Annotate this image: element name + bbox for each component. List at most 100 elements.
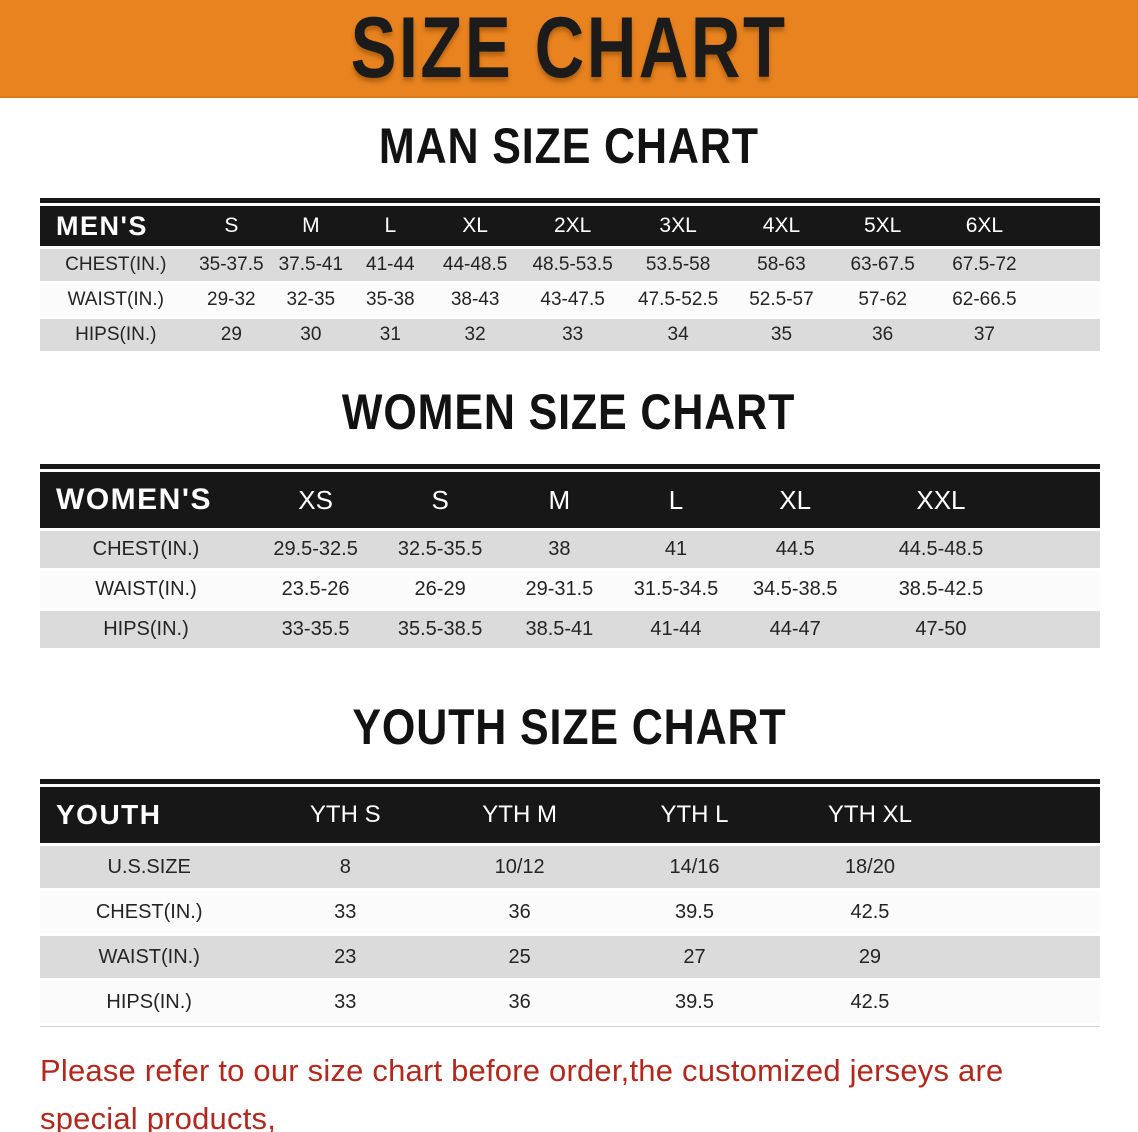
table-cell: 32-35 bbox=[271, 284, 351, 316]
table-cell: 67.5-72 bbox=[933, 249, 1036, 281]
men-size-table-mount: MEN'S S M L XL 2XL 3XL 4XL 5XL 6XL CHEST(IN.) 35-37… bbox=[40, 203, 1100, 354]
table-cell: 35-37.5 bbox=[191, 249, 272, 281]
table-cell: 36 bbox=[432, 891, 608, 933]
table-cell: 47-50 bbox=[856, 611, 1026, 648]
women-section-heading-text: WOMEN SIZE CHART bbox=[342, 384, 796, 440]
table-cell: 43-47.5 bbox=[520, 284, 626, 316]
table-cell: 38.5-42.5 bbox=[856, 571, 1026, 608]
table-cell: 38 bbox=[501, 531, 618, 568]
table-cell: 37 bbox=[933, 319, 1036, 351]
table-cell: 41-44 bbox=[617, 611, 735, 648]
column-header: 6XL bbox=[933, 206, 1036, 246]
table-cell: 29-31.5 bbox=[501, 571, 618, 608]
women-section-heading: WOMEN SIZE CHART bbox=[0, 386, 1138, 451]
row-label: HIPS(IN.) bbox=[40, 981, 259, 1023]
row-label: HIPS(IN.) bbox=[40, 611, 252, 648]
table-cell: 31.5-34.5 bbox=[617, 571, 735, 608]
table-cell: 18/20 bbox=[781, 846, 958, 888]
table-cell: 23.5-26 bbox=[252, 571, 380, 608]
table-cell: 29.5-32.5 bbox=[252, 531, 380, 568]
youth-section-heading-text: YOUTH SIZE CHART bbox=[351, 699, 787, 755]
column-header: S bbox=[191, 206, 272, 246]
column-header: 2XL bbox=[520, 206, 626, 246]
table-cell: 41 bbox=[617, 531, 735, 568]
table-cell: 34 bbox=[625, 319, 732, 351]
youth-size-table-container: YOUTH YTH S YTH M YTH L YTH XL U.S.SIZE 8 10/12… bbox=[40, 779, 1100, 1027]
table-cell: 57-62 bbox=[831, 284, 934, 316]
column-header: YTH L bbox=[607, 787, 782, 843]
row-label: CHEST(IN.) bbox=[40, 531, 252, 568]
column-header: S bbox=[379, 472, 502, 528]
table-row: U.S.SIZE 8 10/12 14/16 18/20 bbox=[40, 846, 1100, 888]
table-cell: 38.5-41 bbox=[501, 611, 618, 648]
banner-title: SIZE CHART bbox=[350, 0, 788, 96]
table-cell: 44-48.5 bbox=[430, 249, 521, 281]
table-header-row: YOUTH YTH S YTH M YTH L YTH XL bbox=[40, 787, 1100, 843]
table-cell: 62-66.5 bbox=[933, 284, 1036, 316]
table-cell: 58-63 bbox=[731, 249, 832, 281]
table-group-label: YOUTH bbox=[40, 787, 259, 843]
spacer-cell bbox=[957, 891, 1100, 933]
row-label: CHEST(IN.) bbox=[40, 249, 192, 281]
table-cell: 41-44 bbox=[350, 249, 431, 281]
row-label: U.S.SIZE bbox=[40, 846, 259, 888]
column-header: 4XL bbox=[731, 206, 832, 246]
men-size-table-container: MEN'S S M L XL 2XL 3XL 4XL 5XL 6XL CHEST(IN.) 35-37… bbox=[40, 198, 1100, 354]
table-top-border bbox=[40, 464, 1100, 469]
spacer-cell bbox=[1035, 319, 1100, 351]
table-cell: 63-67.5 bbox=[831, 249, 934, 281]
table-cell: 44-47 bbox=[734, 611, 857, 648]
table-cell: 30 bbox=[271, 319, 351, 351]
table-cell: 33 bbox=[258, 891, 433, 933]
table-cell: 36 bbox=[831, 319, 934, 351]
table-cell: 38-43 bbox=[430, 284, 521, 316]
table-cell: 42.5 bbox=[781, 891, 958, 933]
column-header: YTH M bbox=[432, 787, 608, 843]
table-group-label: WOMEN'S bbox=[40, 472, 252, 528]
youth-size-table-mount: YOUTH YTH S YTH M YTH L YTH XL U.S.SIZE 8 10/12… bbox=[40, 784, 1100, 1027]
table-top-border bbox=[40, 198, 1100, 203]
spacer-cell bbox=[957, 936, 1100, 978]
table-cell: 34.5-38.5 bbox=[734, 571, 857, 608]
table-row: WAIST(IN.) 29-32 32-35 35-38 38-43 43-47.5 47.… bbox=[40, 284, 1100, 316]
table-cell: 44.5-48.5 bbox=[856, 531, 1026, 568]
table-cell: 37.5-41 bbox=[271, 249, 351, 281]
column-header: 3XL bbox=[625, 206, 732, 246]
column-header: YTH XL bbox=[781, 787, 958, 843]
table-cell: 33 bbox=[258, 981, 433, 1023]
table-cell: 33 bbox=[520, 319, 626, 351]
table-cell: 32.5-35.5 bbox=[379, 531, 502, 568]
table-cell: 29-32 bbox=[191, 284, 272, 316]
size-table: WOMEN'S XS S M L XL XXL CHEST(IN.) 29.5-32.5 32.5… bbox=[40, 469, 1100, 651]
row-label: CHEST(IN.) bbox=[40, 891, 259, 933]
table-cell: 10/12 bbox=[432, 846, 608, 888]
table-cell: 25 bbox=[432, 936, 608, 978]
table-cell: 35 bbox=[731, 319, 832, 351]
column-header: M bbox=[501, 472, 618, 528]
spacer-cell bbox=[1025, 472, 1100, 528]
table-row: HIPS(IN.) 33-35.5 35.5-38.5 38.5-41 41-44 44-… bbox=[40, 611, 1100, 648]
table-cell: 47.5-52.5 bbox=[625, 284, 732, 316]
table-row: WAIST(IN.) 23 25 27 29 bbox=[40, 936, 1100, 978]
table-cell: 29 bbox=[781, 936, 958, 978]
spacer-cell bbox=[1035, 206, 1100, 246]
disclaimer-line: Please refer to our size chart before or… bbox=[40, 1053, 1004, 1132]
men-section-heading: MAN SIZE CHART bbox=[0, 120, 1138, 185]
row-label: WAIST(IN.) bbox=[40, 284, 192, 316]
table-row: HIPS(IN.) 33 36 39.5 42.5 bbox=[40, 981, 1100, 1023]
column-header: XS bbox=[252, 472, 380, 528]
column-header: XL bbox=[734, 472, 857, 528]
table-header-row: WOMEN'S XS S M L XL XXL bbox=[40, 472, 1100, 528]
table-top-border bbox=[40, 779, 1100, 784]
table-row: WAIST(IN.) 23.5-26 26-29 29-31.5 31.5-34.5 34… bbox=[40, 571, 1100, 608]
table-cell: 27 bbox=[607, 936, 782, 978]
row-label: WAIST(IN.) bbox=[40, 936, 259, 978]
table-cell: 32 bbox=[430, 319, 521, 351]
table-cell: 33-35.5 bbox=[252, 611, 380, 648]
table-row: CHEST(IN.) 33 36 39.5 42.5 bbox=[40, 891, 1100, 933]
table-cell: 39.5 bbox=[607, 981, 782, 1023]
table-row: CHEST(IN.) 29.5-32.5 32.5-35.5 38 41 44.5 44.5… bbox=[40, 531, 1100, 568]
table-cell: 44.5 bbox=[734, 531, 857, 568]
table-header-row: MEN'S S M L XL 2XL 3XL 4XL 5XL 6XL bbox=[40, 206, 1100, 246]
table-cell: 42.5 bbox=[781, 981, 958, 1023]
